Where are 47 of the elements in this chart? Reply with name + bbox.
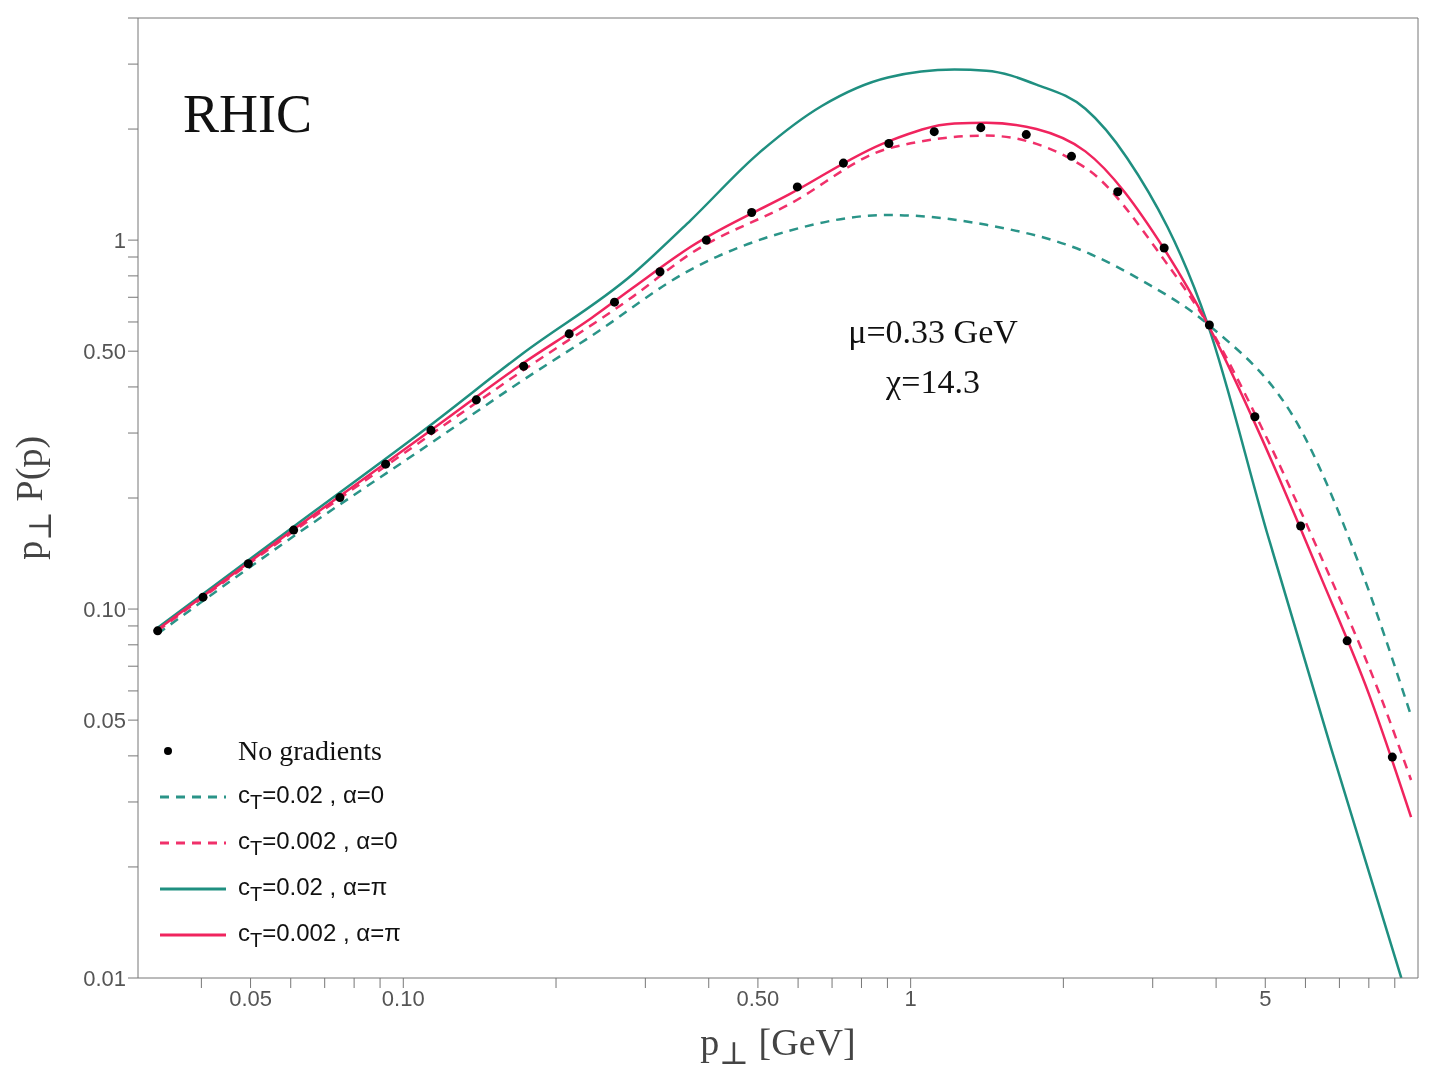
point	[198, 592, 208, 602]
annotation: χ=14.3	[885, 363, 981, 401]
y-tick-label: 0.05	[83, 707, 126, 733]
point	[564, 329, 574, 339]
point	[519, 361, 529, 371]
point	[1021, 130, 1031, 140]
y-tick-label: 0.50	[83, 338, 126, 364]
point	[792, 182, 802, 192]
point	[1296, 521, 1306, 531]
point	[1204, 320, 1214, 330]
point	[381, 459, 391, 469]
point	[609, 297, 620, 307]
point	[655, 267, 665, 277]
point	[1250, 412, 1260, 422]
legend-label: c$_{T}$=0.002 , α=0	[238, 826, 398, 860]
point	[1113, 187, 1123, 197]
x-tick-label: 0.10	[381, 985, 425, 1011]
legend-label: No gradients	[238, 735, 382, 767]
annotation: RHIC	[183, 83, 313, 145]
point	[1387, 752, 1397, 762]
point	[243, 559, 253, 569]
point	[335, 493, 345, 503]
point	[471, 395, 481, 405]
x-tick-label: 0.50	[736, 985, 780, 1011]
point	[1159, 243, 1169, 253]
x-axis-title: p$_{⊥}$ [GeV]	[699, 1020, 857, 1072]
annotation: μ=0.33 GeV	[848, 313, 1018, 351]
point	[701, 235, 711, 245]
legend-label: c$_{T}$=0.002 , α=π	[238, 918, 401, 952]
point	[1066, 151, 1076, 161]
point	[976, 123, 986, 133]
y-tick-label: 0.01	[83, 965, 126, 991]
y-tick-label: 0.10	[83, 596, 126, 622]
point	[884, 138, 894, 148]
point	[153, 626, 163, 636]
point	[929, 127, 939, 137]
point	[838, 158, 848, 168]
y-tick-label: 1	[113, 227, 126, 253]
x-tick-label: 1	[904, 985, 917, 1011]
x-tick-label: 5	[1259, 985, 1272, 1011]
legend-label: c$_{T}$=0.02 , α=π	[238, 872, 388, 906]
point	[1342, 636, 1352, 646]
legend-label: c$_{T}$=0.02 , α=0	[238, 780, 385, 814]
point	[747, 208, 757, 218]
x-tick-label: 0.05	[229, 985, 272, 1011]
point	[426, 425, 436, 435]
point	[289, 525, 299, 535]
